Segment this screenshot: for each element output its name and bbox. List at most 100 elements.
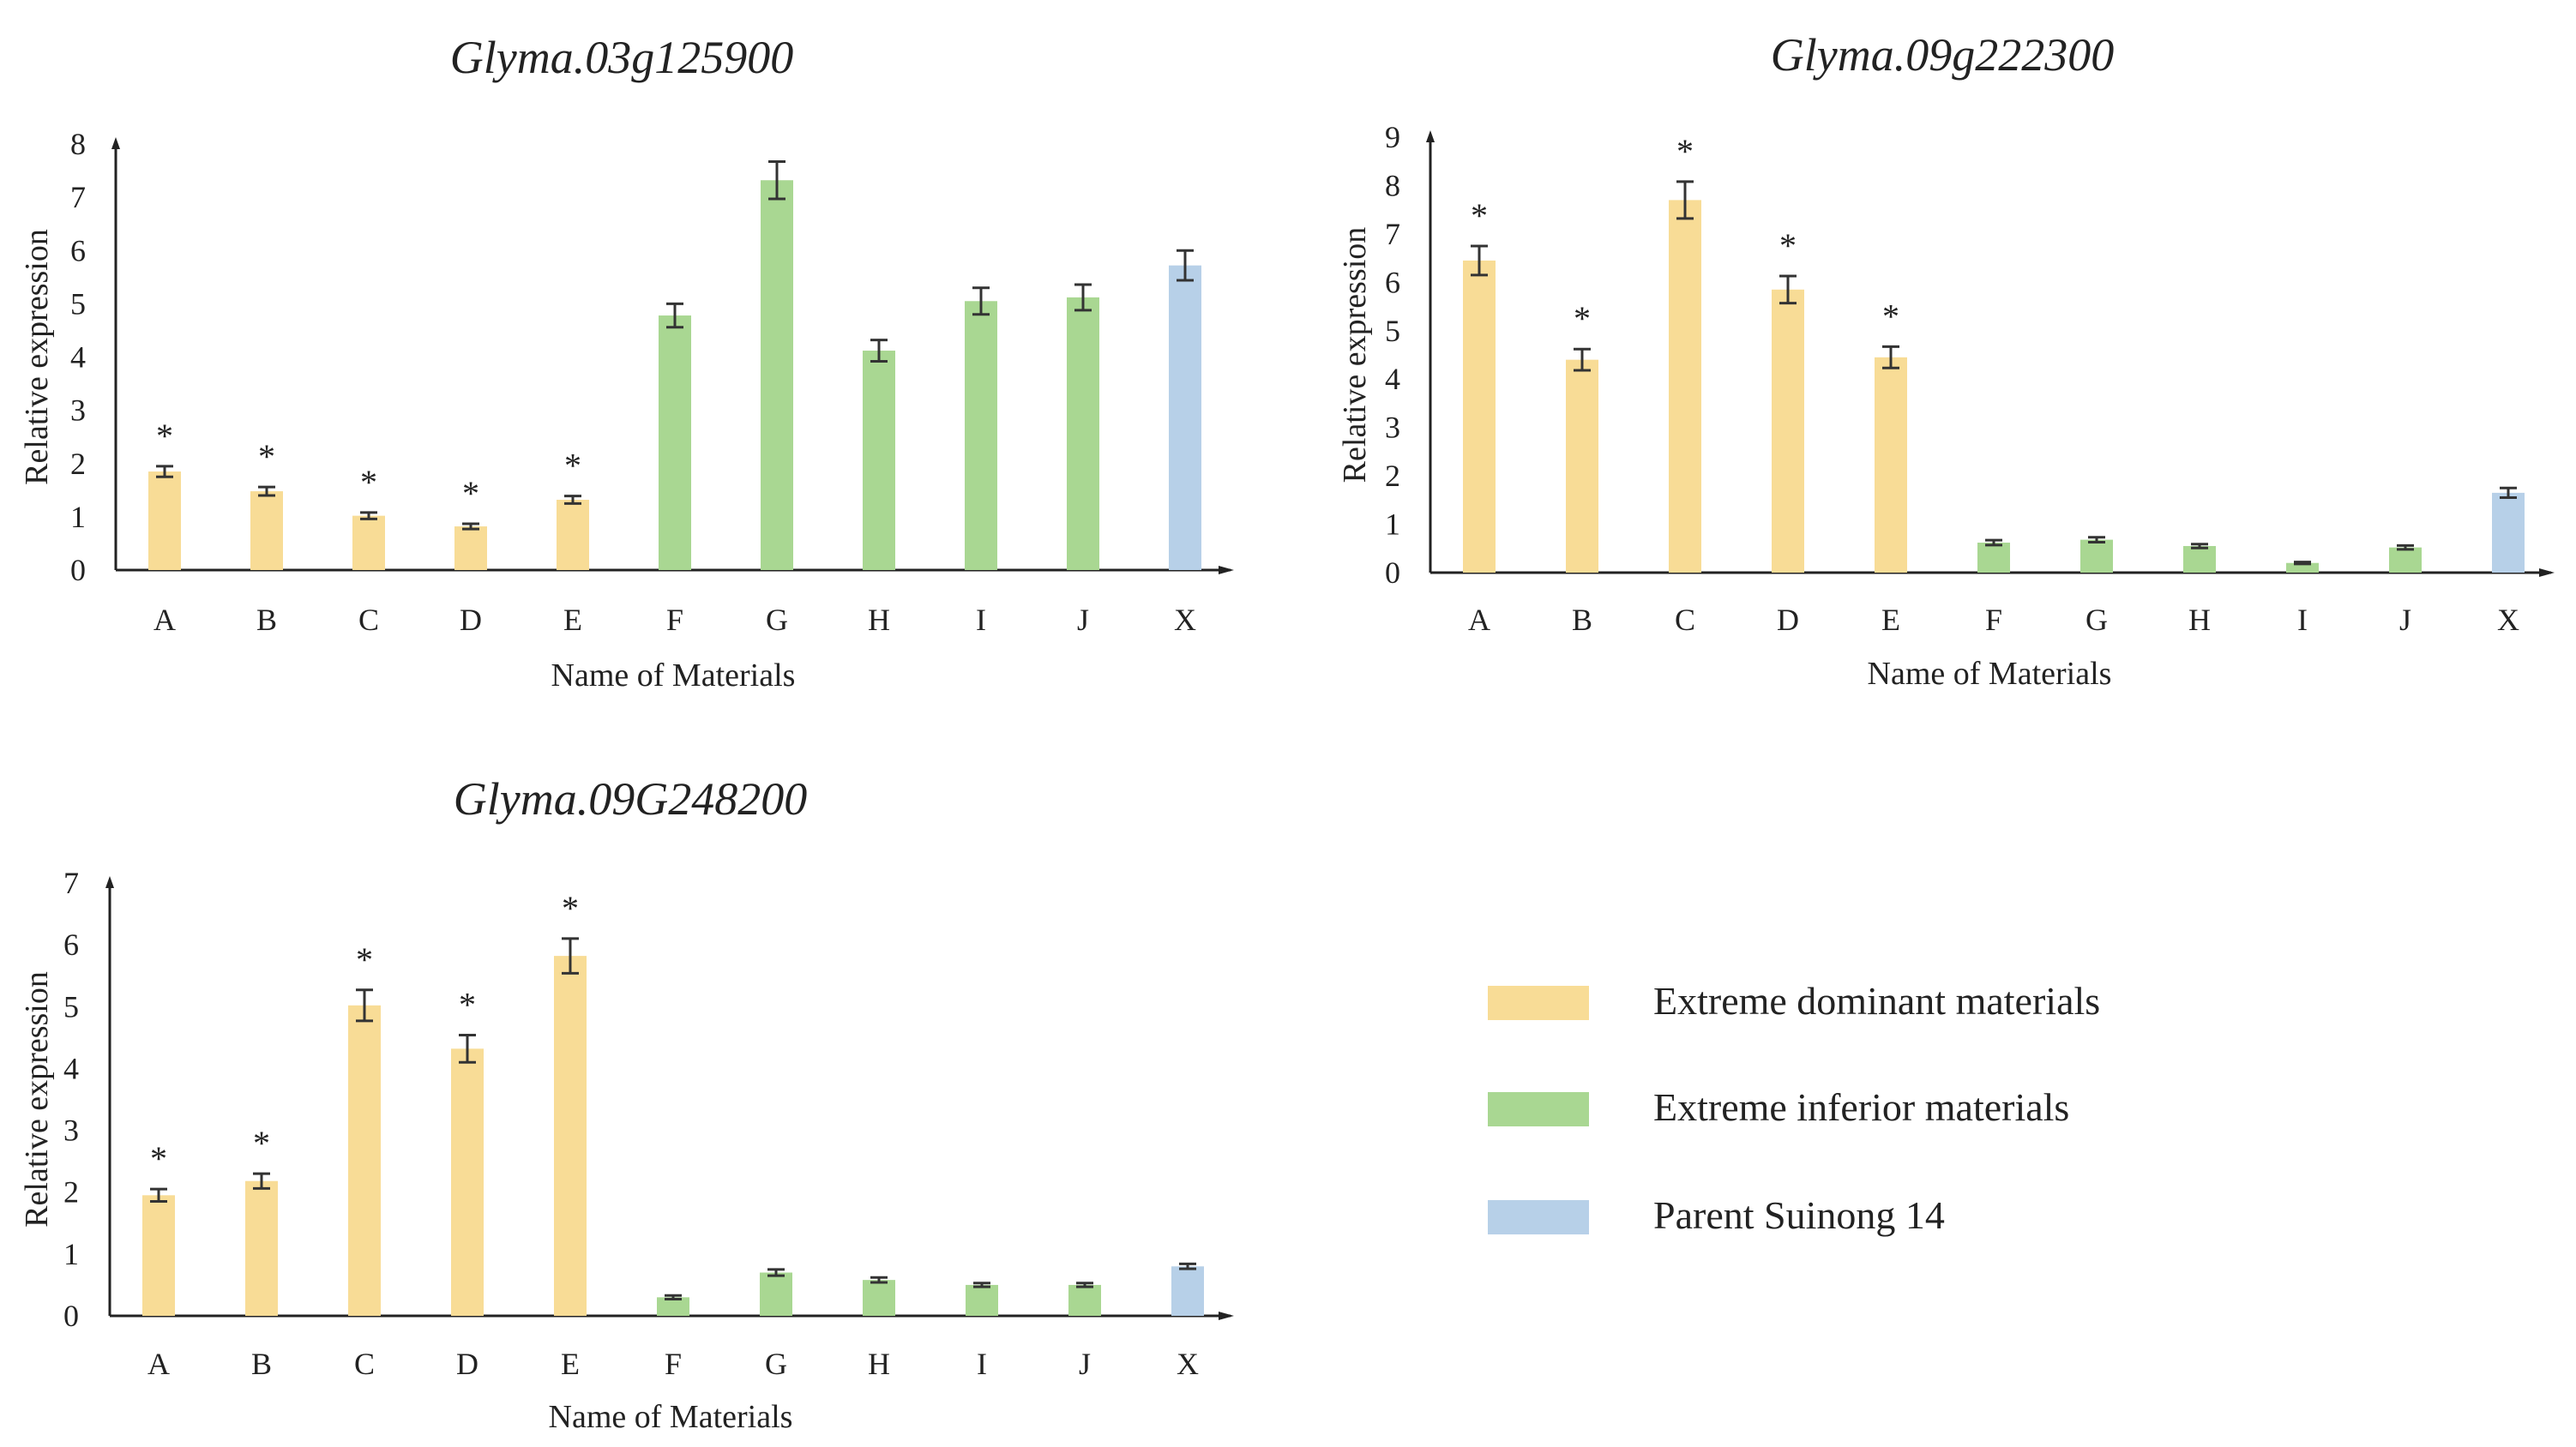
y-axis-arrow xyxy=(105,876,114,888)
bar-D xyxy=(1772,289,1804,573)
x-tick-label: X xyxy=(1174,603,1196,637)
x-tick-label: I xyxy=(976,603,986,637)
y-tick-label: 1 xyxy=(63,1237,79,1271)
bar-E xyxy=(1875,357,1907,573)
bar-A xyxy=(148,471,181,570)
y-tick-label: 5 xyxy=(1385,314,1400,348)
x-tick-label: B xyxy=(251,1347,272,1381)
y-tick-label: 4 xyxy=(70,340,86,375)
x-tick-label: F xyxy=(666,603,683,637)
bar-G xyxy=(760,1272,792,1316)
significance-marker: * xyxy=(1779,226,1797,265)
x-tick-label: C xyxy=(1675,603,1695,637)
x-tick-label: H xyxy=(2188,603,2211,637)
legend: Extreme dominant materials Extreme infer… xyxy=(1488,979,2100,1237)
y-tick-label: 6 xyxy=(70,233,86,267)
y-axis-title: Relative expression xyxy=(19,971,55,1228)
bar-E xyxy=(557,499,589,570)
bar-H xyxy=(2183,545,2216,573)
bar-G xyxy=(761,180,793,570)
legend-label-inferior: Extreme inferior materials xyxy=(1653,1085,2069,1129)
chart-glyma-03g125900: Glyma.03g125900 0 1 2 3 4 5 6 7 8 Relative express… xyxy=(19,32,1234,693)
bar-F xyxy=(1977,543,2010,573)
y-axis-title: Relative expression xyxy=(19,229,55,485)
bar-F xyxy=(659,315,691,570)
bar-I xyxy=(966,1284,998,1316)
significance-marker: * xyxy=(1882,297,1899,335)
bar-B xyxy=(250,491,283,570)
y-tick-label: 7 xyxy=(1385,217,1400,251)
x-tick-label: A xyxy=(153,603,176,637)
legend-label-parent: Parent Suinong 14 xyxy=(1653,1193,1945,1237)
y-tick-label: 1 xyxy=(1385,507,1400,542)
x-axis-title: Name of Materials xyxy=(549,1399,793,1435)
bar-H xyxy=(863,351,895,570)
x-tick-label: G xyxy=(765,1347,787,1381)
x-tick-label: H xyxy=(868,1347,890,1381)
x-tick-label: D xyxy=(1777,603,1799,637)
bar-D xyxy=(454,526,487,570)
bar-J xyxy=(2389,547,2422,573)
x-tick-label: J xyxy=(1079,1347,1091,1381)
y-tick-label: 5 xyxy=(63,989,79,1024)
x-tick-label: E xyxy=(563,603,582,637)
x-tick-label: A xyxy=(1468,603,1490,637)
x-tick-label: B xyxy=(1572,603,1592,637)
significance-marker: * xyxy=(1574,299,1591,338)
significance-marker: * xyxy=(156,417,173,455)
x-tick-label: J xyxy=(2399,603,2411,637)
x-tick-label: G xyxy=(766,603,788,637)
chart-title: Glyma.09G248200 xyxy=(454,773,807,825)
y-tick-label: 5 xyxy=(70,286,86,321)
bar-X xyxy=(1169,265,1201,570)
x-tick-label: E xyxy=(561,1347,580,1381)
x-tick-label: C xyxy=(354,1347,375,1381)
y-tick-label: 7 xyxy=(70,180,86,214)
x-tick-label: X xyxy=(1177,1347,1199,1381)
bar-F xyxy=(657,1297,689,1316)
y-tick-label: 4 xyxy=(63,1051,79,1085)
y-axis-arrow xyxy=(111,137,120,149)
y-tick-label: 2 xyxy=(70,447,86,481)
x-tick-label: F xyxy=(665,1347,682,1381)
bar-D xyxy=(451,1048,484,1316)
significance-marker: * xyxy=(253,1124,270,1162)
significance-marker: * xyxy=(356,940,373,979)
significance-marker: * xyxy=(258,437,275,476)
bar-A xyxy=(1463,260,1496,573)
significance-marker: * xyxy=(1471,196,1488,235)
chart-title: Glyma.03g125900 xyxy=(450,32,793,83)
y-tick-label: 0 xyxy=(1385,555,1400,590)
y-tick-label: 3 xyxy=(70,393,86,428)
legend-swatch-dominant xyxy=(1488,986,1589,1020)
x-axis-arrow xyxy=(2539,568,2555,577)
significance-marker: * xyxy=(564,447,581,485)
bar-A xyxy=(142,1195,175,1316)
x-tick-label: I xyxy=(977,1347,987,1381)
x-tick-label: A xyxy=(147,1347,170,1381)
y-tick-label: 2 xyxy=(1385,459,1400,493)
y-tick-label: 0 xyxy=(63,1299,79,1333)
bar-G xyxy=(2080,539,2113,573)
x-axis-title: Name of Materials xyxy=(1868,656,2112,692)
significance-marker: * xyxy=(459,985,476,1024)
x-axis-arrow xyxy=(1219,1312,1234,1320)
bar-B xyxy=(1566,359,1598,573)
y-tick-label: 3 xyxy=(1385,411,1400,445)
y-axis-title: Relative expression xyxy=(1337,227,1373,483)
x-tick-label: I xyxy=(2297,603,2308,637)
x-tick-label: X xyxy=(2497,603,2519,637)
x-tick-label: C xyxy=(358,603,379,637)
significance-marker: * xyxy=(360,463,377,501)
y-tick-label: 7 xyxy=(63,866,79,900)
x-tick-label: D xyxy=(460,603,482,637)
x-axis-title: Name of Materials xyxy=(551,657,796,693)
bar-I xyxy=(965,301,997,570)
bar-C xyxy=(352,515,385,570)
chart-glyma-09g248200: Glyma.09G248200 0 1 2 3 4 5 6 7 Relative expressi… xyxy=(19,773,1234,1435)
significance-marker: * xyxy=(462,474,479,513)
legend-label-dominant: Extreme dominant materials xyxy=(1653,979,2100,1023)
x-tick-label: F xyxy=(1985,603,2002,637)
bar-J xyxy=(1068,1284,1101,1316)
